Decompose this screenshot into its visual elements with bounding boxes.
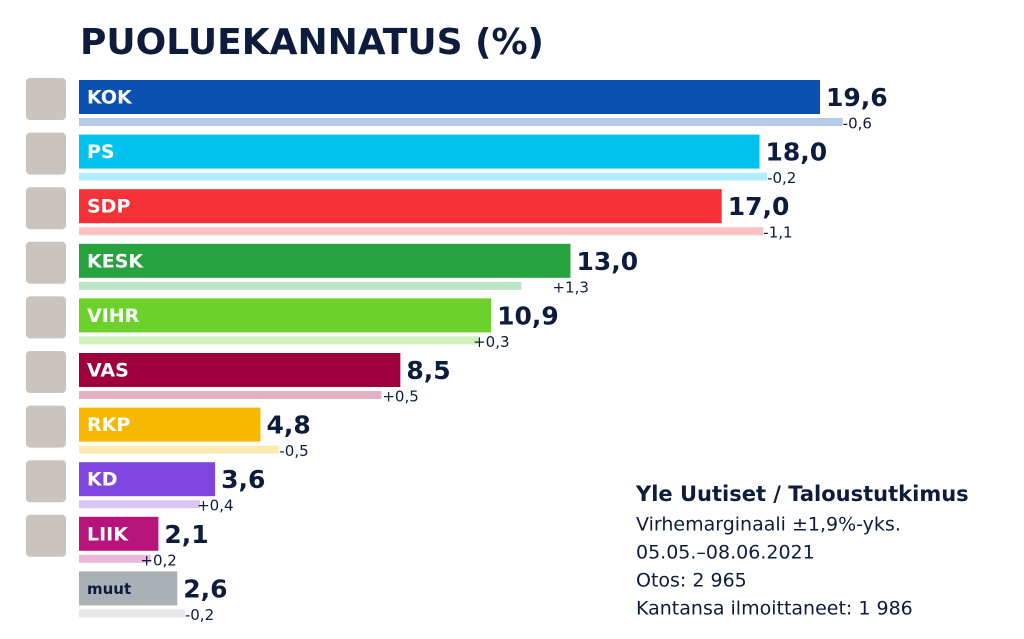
change-bar	[79, 227, 764, 236]
change-label: -0,2	[185, 606, 214, 624]
category-label: RKP	[87, 414, 130, 436]
change-bar	[79, 445, 280, 454]
value-label: 2,6	[183, 574, 227, 603]
category-label: PS	[87, 141, 115, 163]
change-bar	[79, 118, 843, 126]
bar	[79, 134, 760, 169]
bar	[79, 243, 571, 278]
change-bar	[79, 609, 185, 618]
photo	[26, 132, 66, 175]
bar	[79, 189, 722, 224]
change-label: -0,6	[843, 115, 872, 133]
category-label: muut	[87, 580, 131, 598]
value-label: 10,9	[497, 301, 559, 330]
bar	[79, 516, 159, 551]
change-label: +0,3	[473, 333, 509, 351]
chart-title: PUOLUEKANNATUS (%)	[80, 22, 544, 63]
bar	[79, 353, 401, 387]
source: Yle Uutiset / Taloustutkimus	[635, 482, 969, 506]
photo	[26, 514, 66, 557]
note: Otos: 2 965	[636, 570, 747, 592]
value-label: 13,0	[576, 247, 638, 276]
change-bar	[79, 500, 200, 509]
category-label: LIIK	[87, 523, 129, 545]
change-bar	[79, 554, 151, 563]
photo	[26, 351, 66, 393]
photo	[26, 78, 66, 120]
change-label: -0,5	[279, 442, 308, 460]
value-label: 8,5	[406, 356, 450, 385]
bar	[79, 80, 820, 114]
change-label: +0,2	[140, 551, 176, 569]
note: Virhemarginaali ±1,9%-yks.	[636, 514, 901, 536]
value-label: 18,0	[766, 138, 828, 167]
value-label: 4,8	[266, 411, 310, 440]
bar	[79, 298, 492, 333]
change-label: +0,5	[382, 388, 418, 406]
change-label: +0,4	[197, 497, 233, 515]
value-label: 2,1	[164, 520, 208, 549]
category-label: SDP	[87, 196, 130, 218]
bar	[79, 571, 178, 606]
value-label: 17,0	[728, 192, 790, 221]
note: 05.05.–08.06.2021	[636, 542, 815, 564]
change-bar	[79, 391, 382, 399]
photo	[26, 187, 66, 230]
bar	[79, 462, 216, 497]
category-label: KESK	[87, 250, 144, 272]
category-label: VAS	[87, 360, 129, 382]
bar	[79, 407, 261, 442]
change-label: +1,3	[552, 278, 588, 296]
photo	[26, 241, 66, 284]
category-label: KOK	[87, 87, 133, 109]
change-bar	[79, 281, 522, 290]
change-label: -1,1	[763, 224, 792, 242]
value-label: 3,6	[221, 465, 265, 494]
photo	[26, 460, 66, 503]
value-label: 19,6	[826, 83, 888, 112]
change-bar	[79, 336, 480, 345]
photo	[26, 296, 66, 339]
change-label: -0,2	[767, 169, 796, 187]
note: Kantansa ilmoittaneet: 1 986	[636, 598, 913, 620]
category-label: VIHR	[87, 305, 140, 327]
category-label: KD	[87, 469, 118, 491]
photo	[26, 405, 66, 448]
change-bar	[79, 172, 768, 181]
